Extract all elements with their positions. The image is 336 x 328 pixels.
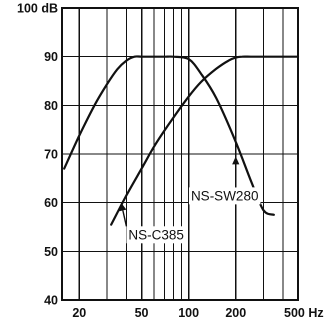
series-label-ns-c385: NS-C385 bbox=[128, 227, 184, 242]
y-axis-tick-labels: 40 50 60 70 80 90 100 dB bbox=[17, 2, 58, 308]
plot-frame bbox=[61, 7, 299, 301]
y-tick-label-50: 50 bbox=[44, 245, 58, 259]
x-tick-label-200: 200 bbox=[225, 306, 246, 320]
annotation-ns-c385: NS-C385 bbox=[119, 202, 186, 244]
annotation-arrowhead bbox=[232, 156, 240, 165]
x-tick-label-100: 100 bbox=[178, 306, 199, 320]
series-line-ns-c385 bbox=[110, 55, 300, 226]
series-annotations: NS-SW280 NS-C385 bbox=[119, 156, 261, 244]
series-label-background bbox=[126, 226, 186, 244]
series-label-ns-sw280: NS-SW280 bbox=[191, 188, 259, 203]
y-tick-label-100: 100 dB bbox=[17, 2, 58, 16]
y-tick-label-90: 90 bbox=[44, 50, 58, 64]
x-tick-label-50: 50 bbox=[135, 306, 149, 320]
annotation-ns-sw280: NS-SW280 bbox=[188, 156, 261, 205]
y-tick-label-60: 60 bbox=[44, 196, 58, 210]
y-tick-label-70: 70 bbox=[44, 148, 58, 162]
series-label-background bbox=[188, 187, 261, 205]
y-tick-label-80: 80 bbox=[44, 99, 58, 113]
x-tick-label-20: 20 bbox=[72, 306, 86, 320]
x-tick-label-500: 500 Hz bbox=[284, 306, 324, 320]
series-line-ns-sw280 bbox=[63, 55, 275, 216]
annotation-arrowhead bbox=[119, 202, 127, 212]
y-tick-label-40: 40 bbox=[44, 294, 58, 308]
annotation-leader-line bbox=[122, 210, 128, 227]
response-curves bbox=[63, 55, 300, 226]
major-grid bbox=[62, 7, 299, 301]
x-axis-tick-labels: 20 50 100 200 500 Hz bbox=[72, 306, 323, 320]
